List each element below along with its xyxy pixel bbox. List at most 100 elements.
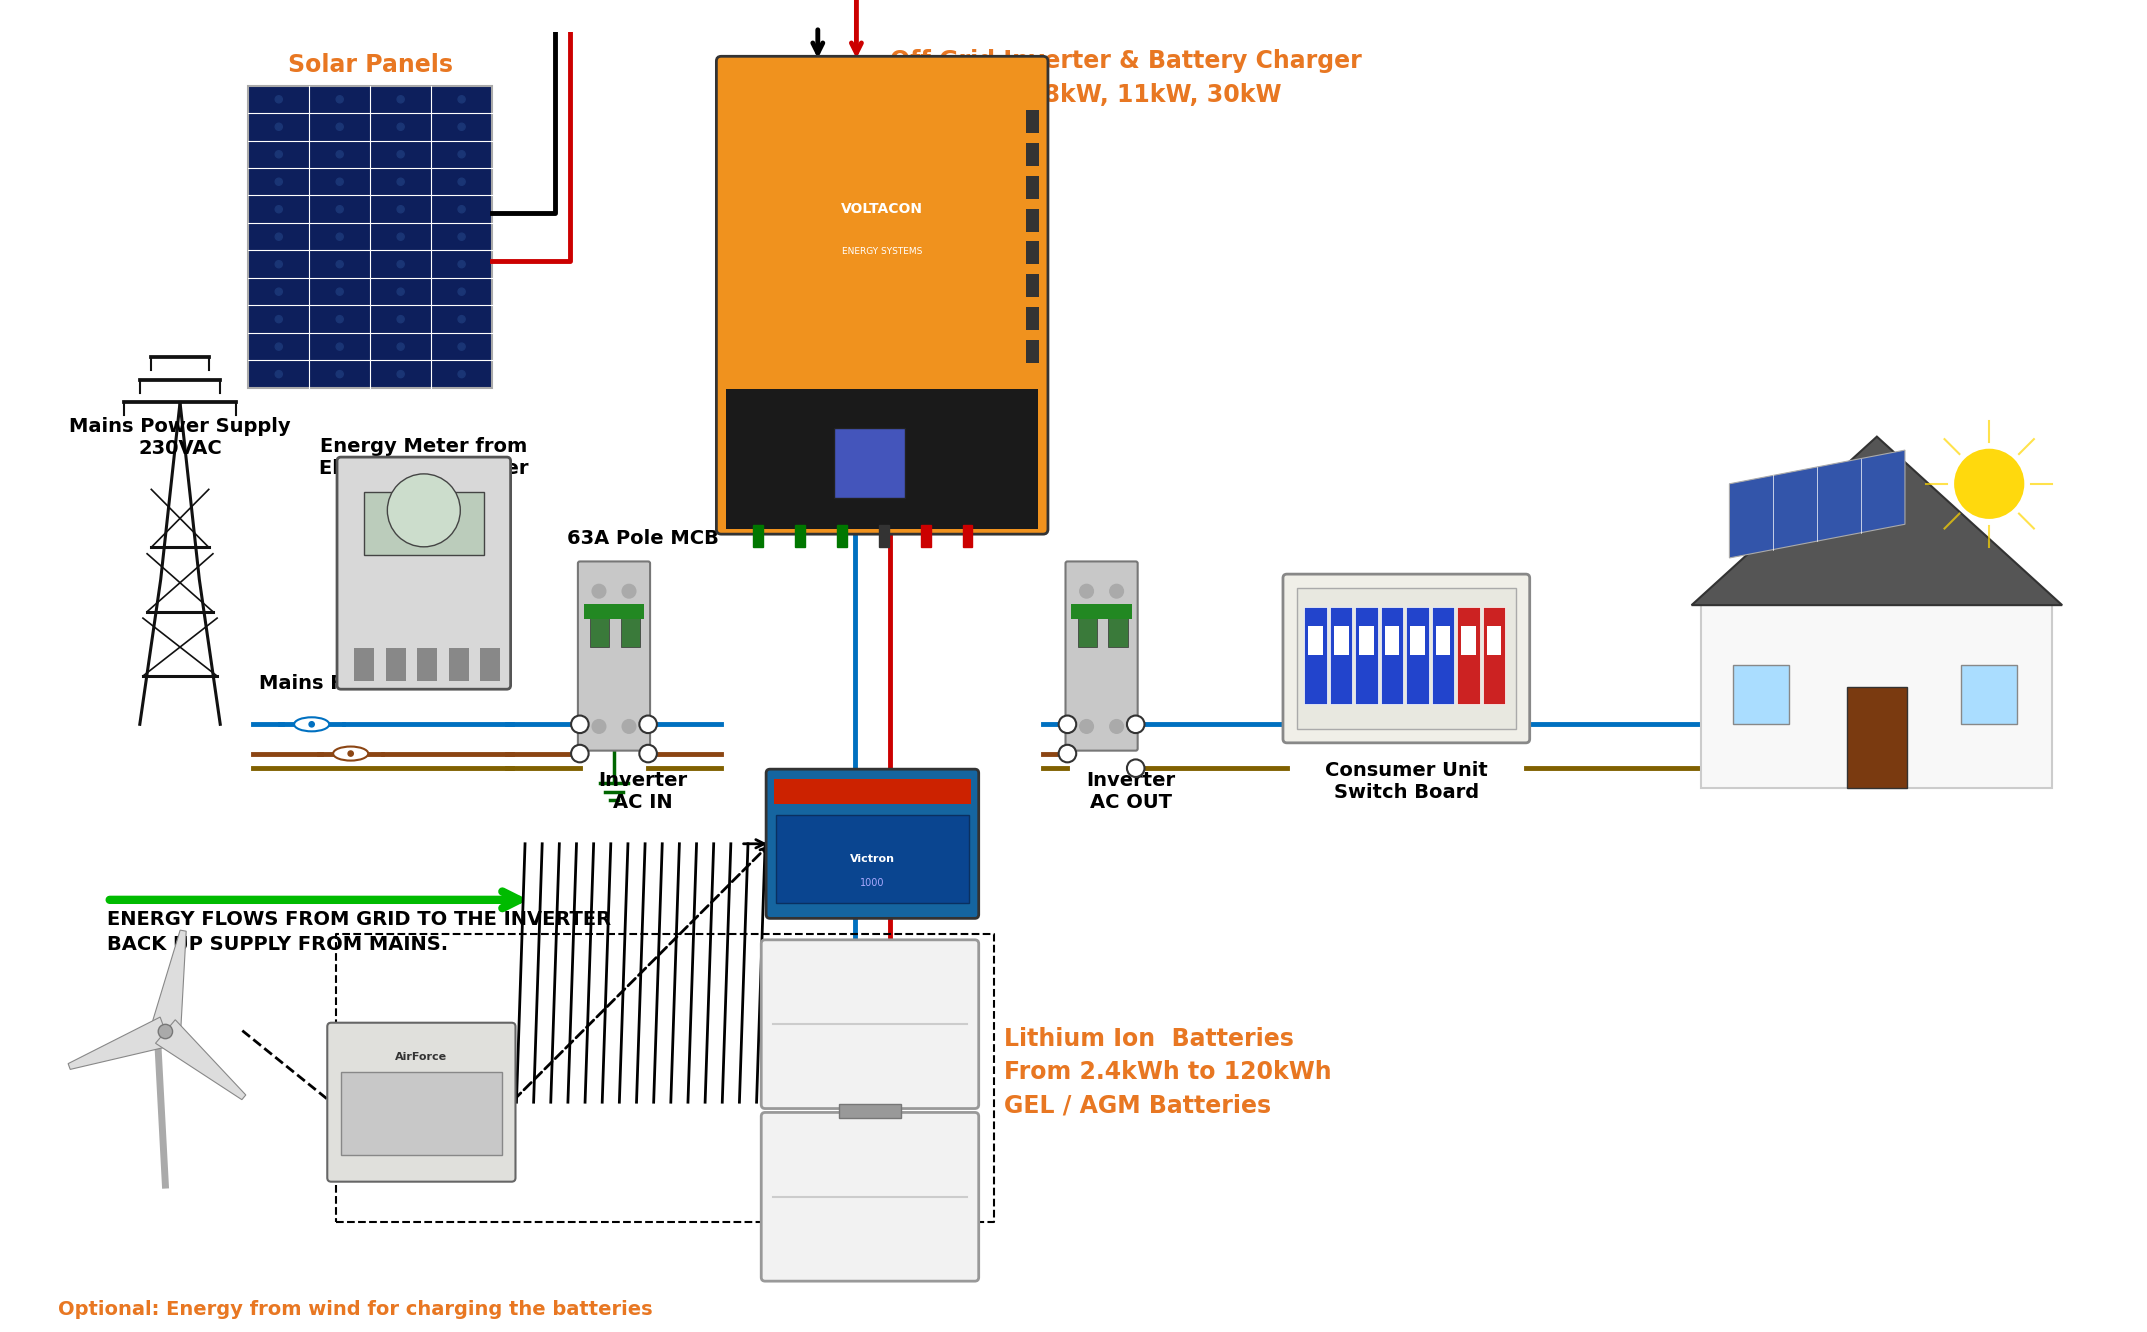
Circle shape: [640, 715, 657, 733]
Bar: [1026, 340, 1039, 362]
Bar: [833, 428, 904, 498]
Bar: [1329, 607, 1353, 703]
Text: Energy Meter from
Electricity Supplier: Energy Meter from Electricity Supplier: [320, 437, 528, 478]
Circle shape: [337, 151, 344, 157]
Bar: [1381, 607, 1404, 703]
Polygon shape: [1730, 450, 1904, 558]
Circle shape: [397, 205, 404, 213]
Polygon shape: [155, 1020, 245, 1100]
Polygon shape: [69, 1018, 170, 1070]
Circle shape: [275, 123, 283, 131]
Bar: [1308, 626, 1323, 655]
Bar: [773, 779, 970, 805]
Bar: [354, 647, 374, 682]
Bar: [921, 525, 930, 547]
Text: Inverter
AC OUT: Inverter AC OUT: [1086, 771, 1174, 813]
Text: Off Grid Inverter & Battery Charger: Off Grid Inverter & Battery Charger: [891, 49, 1361, 73]
Text: Lithium Ion  Batteries
From 2.4kWh to 120kWh
GEL / AGM Batteries: Lithium Ion Batteries From 2.4kWh to 120…: [1005, 1027, 1331, 1118]
Bar: [1026, 111, 1039, 133]
Circle shape: [397, 316, 404, 322]
Circle shape: [275, 233, 283, 240]
Bar: [584, 605, 644, 619]
Circle shape: [571, 715, 588, 733]
Bar: [1108, 610, 1127, 647]
Bar: [1960, 666, 2018, 723]
Bar: [341, 1072, 502, 1155]
Circle shape: [593, 719, 605, 734]
Circle shape: [1127, 715, 1144, 733]
Text: 1000: 1000: [861, 878, 885, 888]
Circle shape: [397, 233, 404, 240]
Bar: [726, 389, 1039, 529]
FancyBboxPatch shape: [326, 1023, 515, 1181]
Bar: [794, 525, 805, 547]
Circle shape: [275, 344, 283, 350]
Bar: [1359, 626, 1374, 655]
Bar: [1458, 607, 1479, 703]
Circle shape: [1127, 759, 1144, 777]
Bar: [249, 85, 492, 388]
Circle shape: [337, 344, 344, 350]
Text: Consumer Unit
Switch Board: Consumer Unit Switch Board: [1325, 762, 1488, 802]
Circle shape: [309, 722, 313, 727]
Bar: [754, 525, 762, 547]
Bar: [1333, 626, 1348, 655]
Text: AirForce: AirForce: [395, 1052, 447, 1062]
Circle shape: [1080, 719, 1093, 734]
Bar: [1846, 687, 1907, 787]
Circle shape: [457, 123, 466, 131]
Bar: [1436, 626, 1451, 655]
Bar: [386, 647, 406, 682]
Bar: [481, 647, 500, 682]
Circle shape: [275, 151, 283, 157]
Circle shape: [397, 151, 404, 157]
Circle shape: [1954, 449, 2025, 519]
Text: VOLTACON: VOLTACON: [842, 201, 923, 216]
Circle shape: [623, 585, 636, 598]
Polygon shape: [1692, 437, 2061, 605]
Circle shape: [397, 96, 404, 103]
Circle shape: [337, 370, 344, 378]
Circle shape: [337, 205, 344, 213]
Circle shape: [1058, 715, 1076, 733]
Circle shape: [337, 261, 344, 268]
Circle shape: [337, 96, 344, 103]
FancyBboxPatch shape: [717, 56, 1048, 534]
Bar: [1297, 587, 1516, 729]
Bar: [1026, 306, 1039, 330]
FancyBboxPatch shape: [578, 562, 651, 751]
Text: Mains Power Supply
230VAC: Mains Power Supply 230VAC: [69, 417, 290, 458]
Circle shape: [457, 96, 466, 103]
Circle shape: [457, 233, 466, 240]
Circle shape: [337, 178, 344, 185]
Bar: [1700, 605, 2053, 787]
Circle shape: [640, 745, 657, 762]
Polygon shape: [150, 930, 187, 1034]
FancyBboxPatch shape: [1065, 562, 1138, 751]
FancyBboxPatch shape: [1284, 574, 1529, 743]
Circle shape: [348, 751, 354, 757]
FancyBboxPatch shape: [762, 1112, 979, 1281]
FancyBboxPatch shape: [766, 769, 979, 918]
Circle shape: [337, 288, 344, 296]
Circle shape: [397, 370, 404, 378]
FancyBboxPatch shape: [775, 815, 968, 903]
Bar: [962, 525, 973, 547]
Circle shape: [275, 96, 283, 103]
Bar: [839, 1104, 902, 1119]
Circle shape: [1110, 719, 1123, 734]
Bar: [1462, 626, 1475, 655]
Bar: [837, 525, 846, 547]
Circle shape: [397, 261, 404, 268]
Circle shape: [457, 316, 466, 322]
Bar: [417, 647, 438, 682]
Circle shape: [337, 123, 344, 131]
Ellipse shape: [294, 718, 328, 731]
Circle shape: [457, 261, 466, 268]
Circle shape: [457, 205, 466, 213]
Bar: [1411, 626, 1426, 655]
Circle shape: [275, 370, 283, 378]
Circle shape: [337, 233, 344, 240]
Text: Solar Panels: Solar Panels: [288, 53, 453, 77]
Bar: [620, 610, 640, 647]
